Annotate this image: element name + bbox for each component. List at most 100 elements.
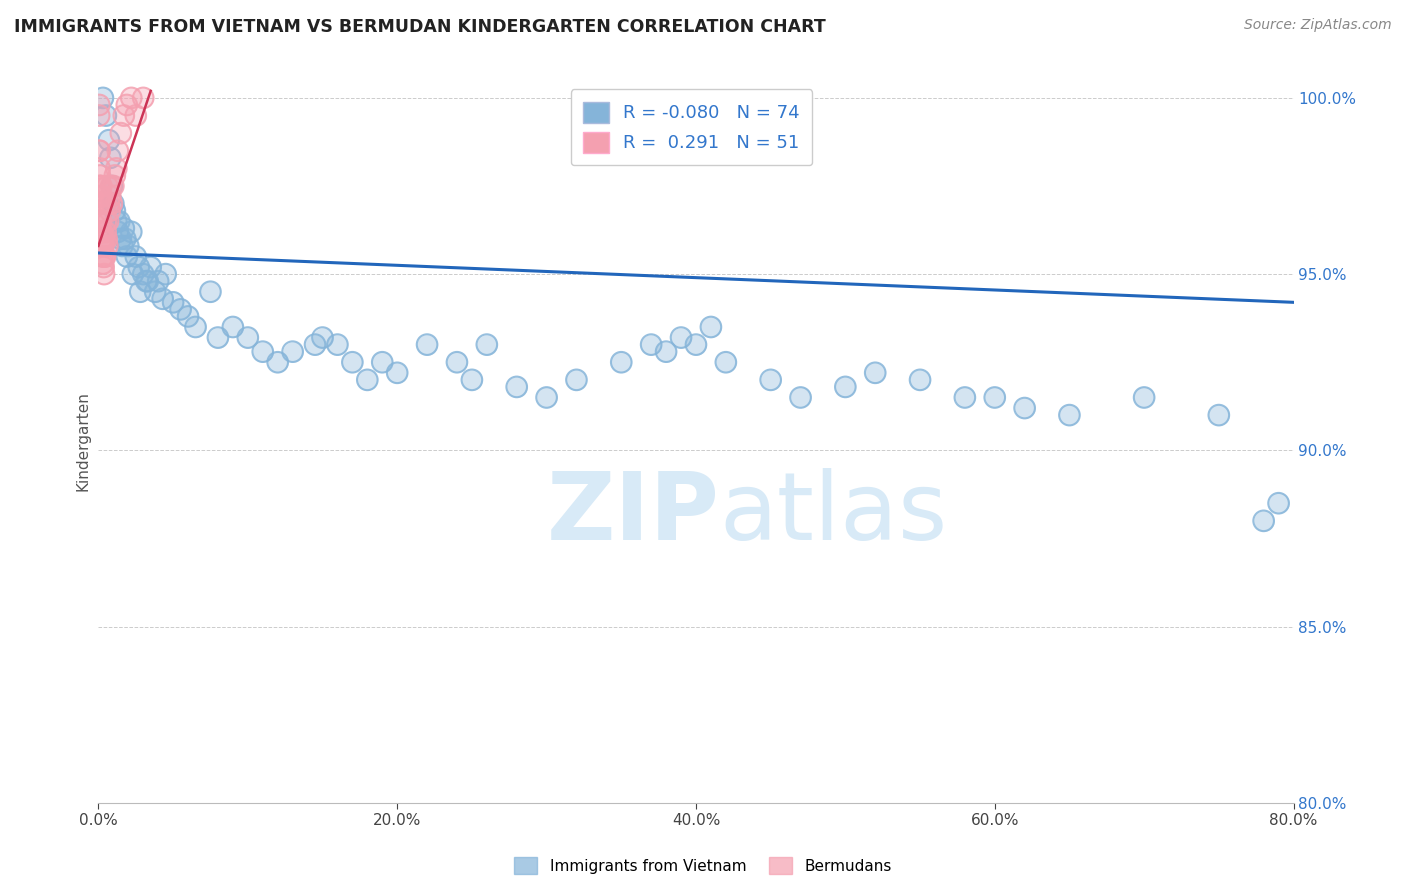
Point <box>89 203 111 218</box>
Point <box>304 337 326 351</box>
Point <box>669 330 692 344</box>
Point <box>655 344 678 359</box>
Point <box>91 250 114 264</box>
Point <box>115 98 138 112</box>
Point <box>108 214 131 228</box>
Point <box>97 214 120 228</box>
Point <box>446 355 468 369</box>
Point <box>759 373 782 387</box>
Point <box>685 337 707 351</box>
Point <box>105 161 128 176</box>
Point <box>93 239 115 253</box>
Point <box>91 225 114 239</box>
Point <box>129 285 152 299</box>
Point <box>120 91 142 105</box>
Point <box>162 295 184 310</box>
Point <box>953 391 976 405</box>
Point <box>908 373 931 387</box>
Point <box>222 320 245 334</box>
Point <box>669 330 692 344</box>
Point <box>177 310 200 324</box>
Point <box>236 330 259 344</box>
Point <box>94 225 117 239</box>
Point <box>714 355 737 369</box>
Point <box>89 144 111 158</box>
Point <box>89 161 111 176</box>
Point <box>162 295 184 310</box>
Point <box>94 196 117 211</box>
Point <box>91 189 114 203</box>
Point <box>143 285 166 299</box>
Point <box>89 203 111 218</box>
Point <box>96 179 118 194</box>
Point <box>90 239 112 253</box>
Point <box>96 232 118 246</box>
Point <box>640 337 662 351</box>
Point <box>700 320 723 334</box>
Point <box>356 373 378 387</box>
Point <box>89 98 111 112</box>
Point <box>110 232 132 246</box>
Point <box>117 239 139 253</box>
Point <box>104 203 127 218</box>
Point <box>132 91 155 105</box>
Point <box>89 109 111 123</box>
Point <box>93 250 115 264</box>
Point <box>93 267 115 281</box>
Point <box>129 285 152 299</box>
Point <box>1208 408 1230 422</box>
Point <box>865 366 887 380</box>
Point <box>111 239 134 253</box>
Point <box>89 161 111 176</box>
Point <box>834 380 856 394</box>
Point <box>101 196 124 211</box>
Point <box>252 344 274 359</box>
Point <box>101 179 124 194</box>
Point <box>953 391 976 405</box>
Point <box>91 256 114 270</box>
Point <box>89 169 111 183</box>
Point <box>96 179 118 194</box>
Point <box>1133 391 1156 405</box>
Point <box>89 144 111 158</box>
Point <box>475 337 498 351</box>
Point <box>94 214 117 228</box>
Point <box>169 302 191 317</box>
Point <box>1014 401 1036 415</box>
Point <box>91 250 114 264</box>
Point <box>110 232 132 246</box>
Point <box>311 330 333 344</box>
Point <box>984 391 1007 405</box>
Point <box>148 274 170 288</box>
Point <box>304 337 326 351</box>
Point <box>93 232 115 246</box>
Point <box>169 302 191 317</box>
Point <box>125 109 148 123</box>
Point <box>1267 496 1289 510</box>
Point <box>252 344 274 359</box>
Point <box>114 232 136 246</box>
Point <box>112 109 135 123</box>
Legend: R = -0.080   N = 74, R =  0.291   N = 51: R = -0.080 N = 74, R = 0.291 N = 51 <box>571 89 813 165</box>
Point <box>1267 496 1289 510</box>
Point <box>135 274 157 288</box>
Text: IMMIGRANTS FROM VIETNAM VS BERMUDAN KINDERGARTEN CORRELATION CHART: IMMIGRANTS FROM VIETNAM VS BERMUDAN KIND… <box>14 18 825 36</box>
Point <box>121 267 143 281</box>
Point <box>101 196 124 211</box>
Point <box>112 221 135 235</box>
Point <box>155 267 177 281</box>
Text: ZIP: ZIP <box>547 467 720 560</box>
Point <box>152 292 174 306</box>
Y-axis label: Kindergarten: Kindergarten <box>75 392 90 491</box>
Point <box>96 239 118 253</box>
Point <box>789 391 811 405</box>
Text: Source: ZipAtlas.com: Source: ZipAtlas.com <box>1244 18 1392 32</box>
Point <box>640 337 662 351</box>
Point <box>281 344 304 359</box>
Point <box>94 250 117 264</box>
Point <box>114 232 136 246</box>
Point <box>136 274 159 288</box>
Point <box>1014 401 1036 415</box>
Point <box>94 109 117 123</box>
Point <box>90 225 112 239</box>
